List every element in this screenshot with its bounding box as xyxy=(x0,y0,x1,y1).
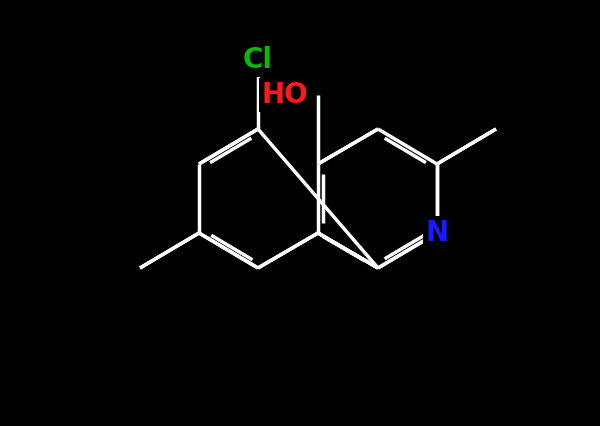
Text: Cl: Cl xyxy=(243,46,273,74)
Text: HO: HO xyxy=(262,81,308,109)
Text: N: N xyxy=(425,219,449,247)
